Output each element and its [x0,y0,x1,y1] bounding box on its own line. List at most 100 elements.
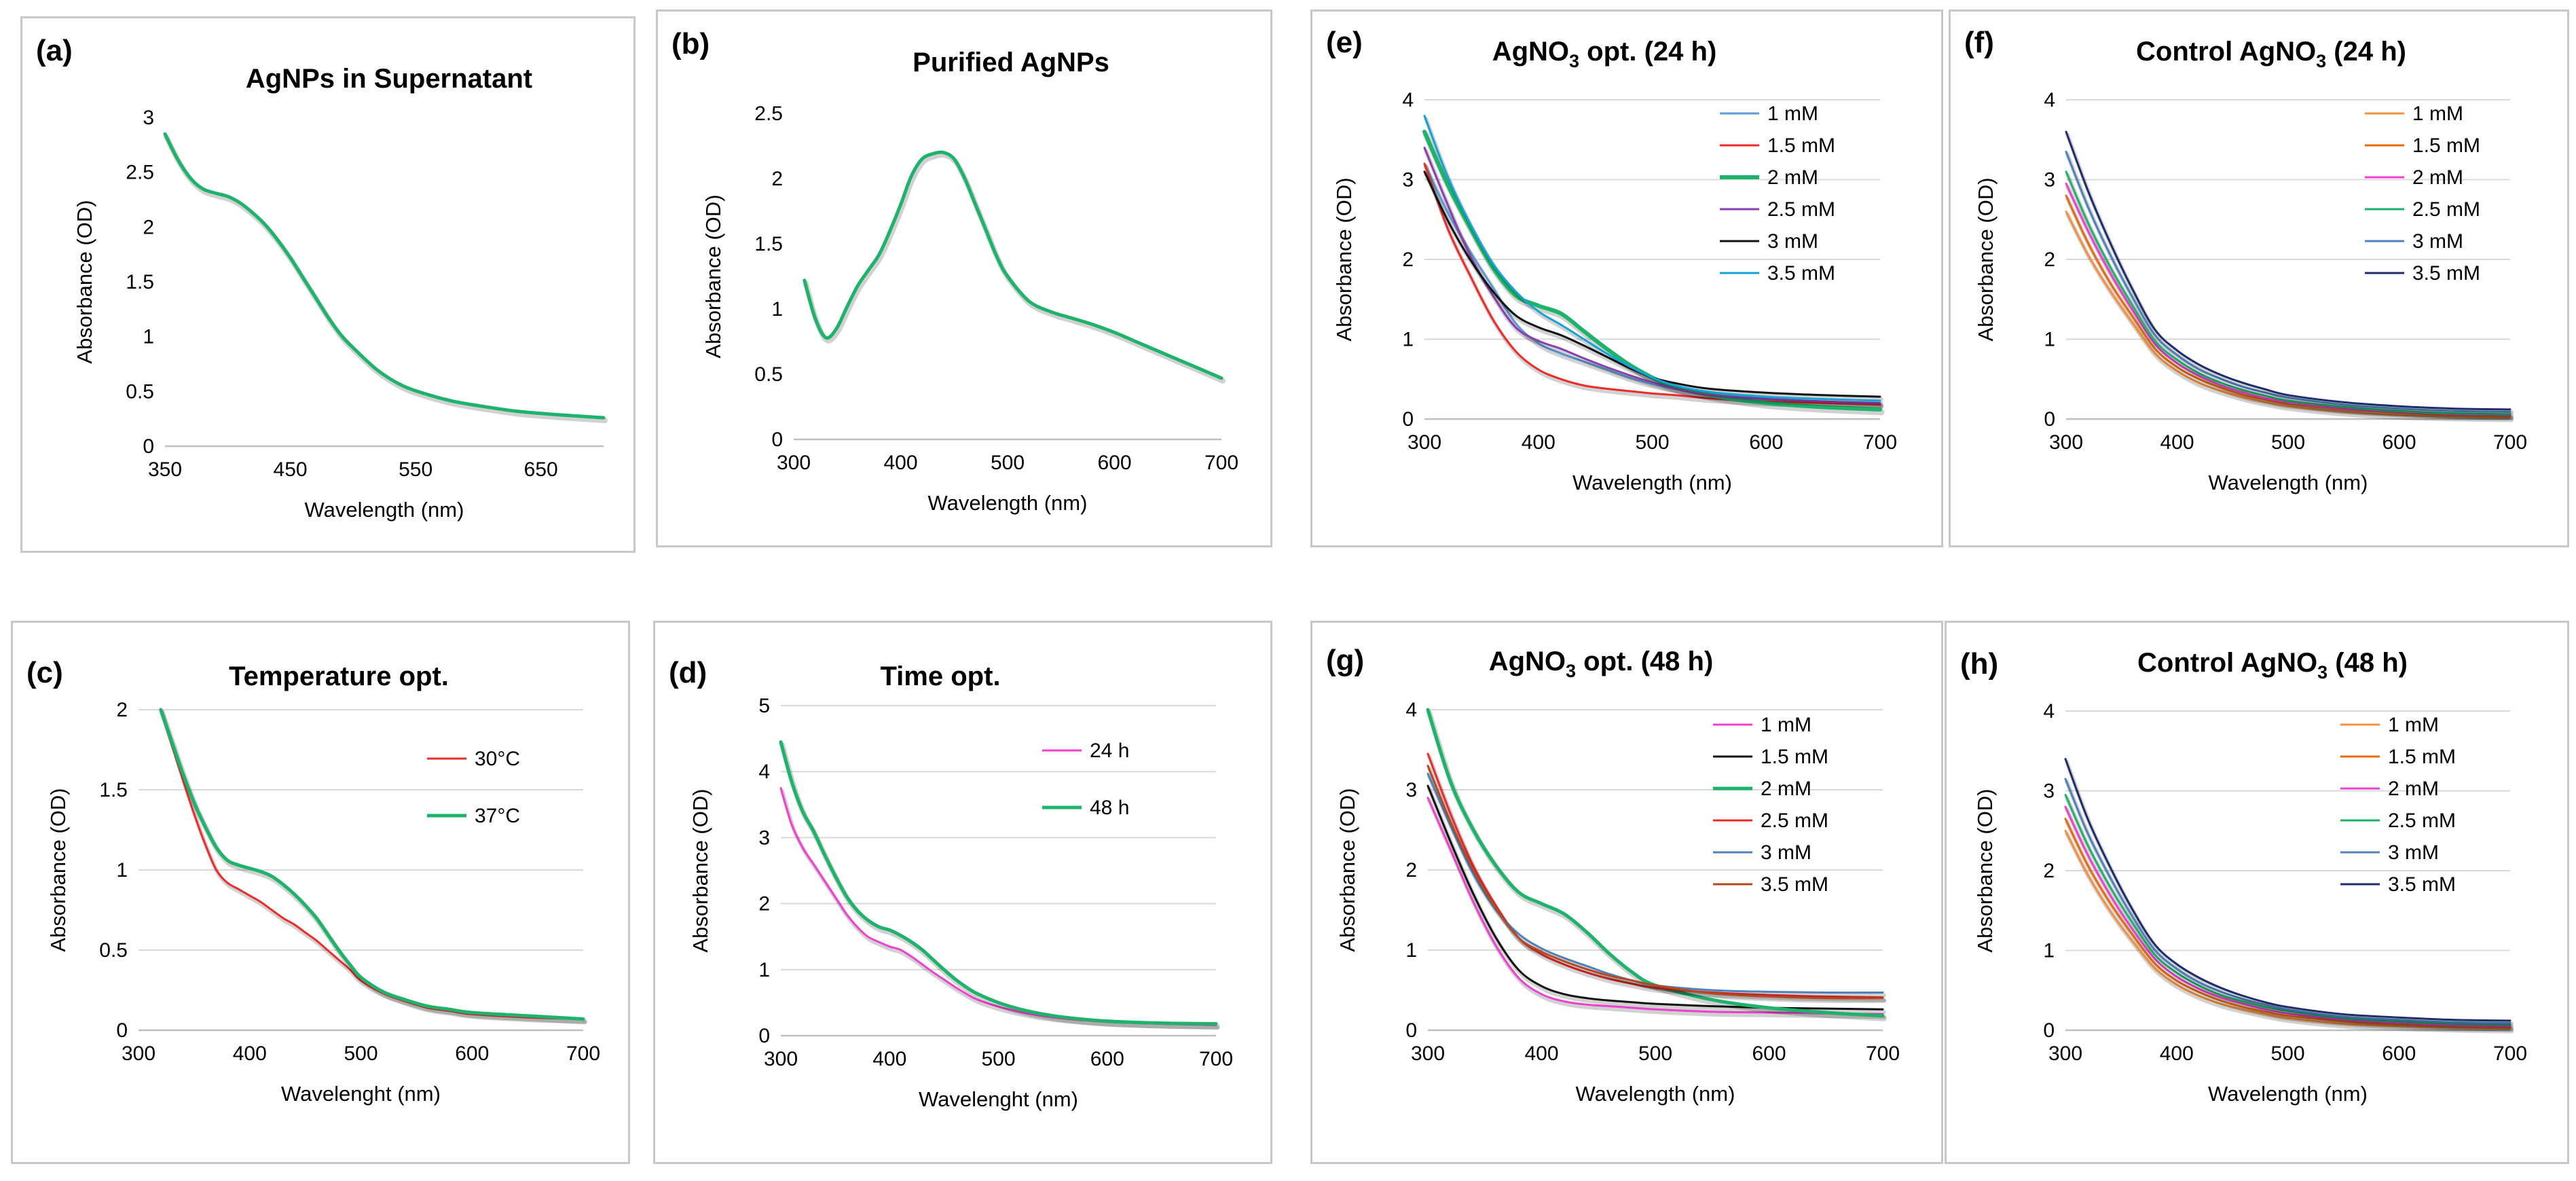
x-tick-label: 300 [2049,431,2083,454]
x-tick-label: 300 [777,452,811,474]
chart-d: (d) Time opt. 0 1 2 3 4 5 300 400 500 600 700 Wavelen… [669,656,1233,1111]
panel-e: (e) AgNO3 opt. (24 h) 0 1 2 3 4 300 400 500 600 700… [1310,10,1943,547]
panel-b: (b) Purified AgNPs 0 0.5 1 1.5 2 2.5 300 400 500 60… [656,10,1272,547]
y-tick-label: 1 [143,326,154,348]
x-tick-label: 300 [764,1048,798,1070]
y-tick-label: 0 [771,429,783,451]
x-axis-label: Wavelength (nm) [1572,471,1732,494]
y-tick-label: 4 [2044,89,2055,111]
y-axis-label: Absorbance (OD) [701,194,725,358]
x-axis-label: Wavelength (nm) [2209,471,2368,494]
y-tick-label: 0 [1405,1019,1417,1042]
y-tick-label: 2.5 [126,162,154,184]
y-tick-label: 0.5 [126,380,154,403]
x-axis-label: Wavelength (nm) [928,491,1088,515]
panel-h: (h) Control AgNO3 (48 h) 0 1 2 3 4 300 400 500 600… [1945,621,2569,1164]
legend: 1 mM 1.5 mM 2 mM 2.5 mM 3 mM 3.5 mM [2340,714,2456,896]
series-shadow [779,742,1220,1030]
series-line-1-mm [1427,797,1884,1015]
legend-label: 3.5 mM [1767,262,1835,285]
x-tick-label: 350 [148,458,182,481]
y-tick-label: 1 [116,859,128,882]
x-tick-label: 550 [399,458,433,481]
y-tick-label: 3 [1402,169,1414,192]
x-tick-label: 600 [1752,1042,1786,1065]
y-tick-label: 0.5 [754,363,783,386]
legend-label: 1 mM [2388,714,2439,736]
panel-label: (b) [671,27,710,60]
x-tick-label: 500 [991,452,1025,474]
legend-label: 1.5 mM [2388,746,2456,768]
x-tick-label: 700 [2493,1042,2527,1065]
chart-c: (c) Temperature opt. 0 0.5 1 1.5 2 300 400 500 600… [26,656,600,1106]
x-tick-label: 600 [455,1042,489,1065]
panel-label: (h) [1960,647,1998,680]
y-tick-label: 2 [1405,859,1417,882]
chart-b: (b) Purified AgNPs 0 0.5 1 1.5 2 2.5 300 400 500 60… [671,27,1238,515]
series-line-1-mm [2065,211,2511,419]
legend-label: 2.5 mM [2412,198,2480,221]
legend-label: 3 mM [2388,841,2439,864]
x-tick-label: 400 [1522,431,1556,454]
legend-label: 3.5 mM [2412,262,2480,285]
x-tick-label: 500 [981,1048,1015,1070]
y-tick-label: 0 [143,435,154,458]
panel-label: (a) [36,34,73,67]
x-tick-label: 400 [883,452,917,474]
y-tick-label: 1 [2044,329,2055,351]
x-axis-label: Wavelenght (nm) [919,1087,1078,1111]
legend-label: 2 mM [1767,166,1818,189]
legend-label: 3 mM [1767,230,1818,253]
x-tick-label: 500 [1635,431,1669,454]
y-tick-label: 2.5 [754,103,783,125]
y-tick-label: 5 [758,695,770,717]
y-tick-label: 1 [758,959,770,981]
chart-title: Time opt. [880,661,1000,691]
series-line-2-5-mm [2064,793,2511,1026]
series-line-3-mm [2065,150,2511,413]
series-line-3-5-mm [2065,130,2511,411]
legend-label: 37°C [475,805,520,827]
panel-f: (f) Control AgNO3 (24 h) 0 1 2 3 4 300 400 500 600… [1949,10,2569,547]
x-tick-label: 650 [524,458,558,481]
x-tick-label: 600 [1097,452,1131,474]
series-line-24-h [779,787,1217,1026]
series-line-2-mm [1422,130,1882,412]
y-tick-label: 4 [758,761,770,783]
y-tick-label: 1 [1405,939,1417,962]
y-tick-label: 2 [2043,860,2055,882]
x-axis-label: Wavelenght (nm) [281,1082,441,1106]
series-line-2-5-mm [2065,170,2511,416]
legend-label: 1 mM [1761,714,1811,736]
y-tick-label: 4 [1402,89,1414,111]
y-tick-label: 3 [758,826,770,849]
x-tick-label: 700 [1866,1042,1900,1065]
y-tick-label: 2 [1402,249,1414,271]
legend: 1 mM 1.5 mM 2 mM 2.5 mM 3 mM 3.5 mM [1720,103,1835,285]
chart-title: Control AgNO3 (24 h) [2136,37,2406,71]
chart-f: (f) Control AgNO3 (24 h) 0 1 2 3 4 300 400 500 600… [1964,26,2527,494]
panel-a: (a) AgNPs in Supernatant 0 0.5 1 1.5 2 2.5 3 350 4… [20,16,636,553]
y-tick-label: 3 [2044,169,2055,192]
legend-label: 1 mM [2412,103,2463,125]
y-axis-label: Absorbance (OD) [1973,788,1997,952]
x-axis-label: Wavelength (nm) [2208,1082,2368,1106]
chart-h: (h) Control AgNO3 (48 h) 0 1 2 3 4 300 400 500 600… [1960,647,2527,1106]
y-tick-label: 4 [1405,699,1417,721]
legend-label: 1.5 mM [2412,134,2480,157]
panel-label: (g) [1326,644,1364,677]
legend-label: 3 mM [1761,841,1811,864]
series-shadow [1424,116,1883,405]
panel-c: (c) Temperature opt. 0 0.5 1 1.5 2 300 400 500 600… [11,621,630,1164]
legend-label: 2 mM [2412,166,2463,189]
y-tick-label: 2 [116,699,128,721]
x-tick-label: 700 [1863,431,1897,454]
y-tick-label: 0 [2044,408,2055,431]
series-line [803,150,1223,380]
chart-title: Purified AgNPs [913,48,1109,77]
x-tick-label: 400 [2160,431,2194,454]
x-tick-label: 300 [122,1042,155,1065]
y-tick-label: 1.5 [126,271,154,293]
x-tick-label: 600 [1749,431,1783,454]
series-line-2-mm [1426,708,1885,1018]
